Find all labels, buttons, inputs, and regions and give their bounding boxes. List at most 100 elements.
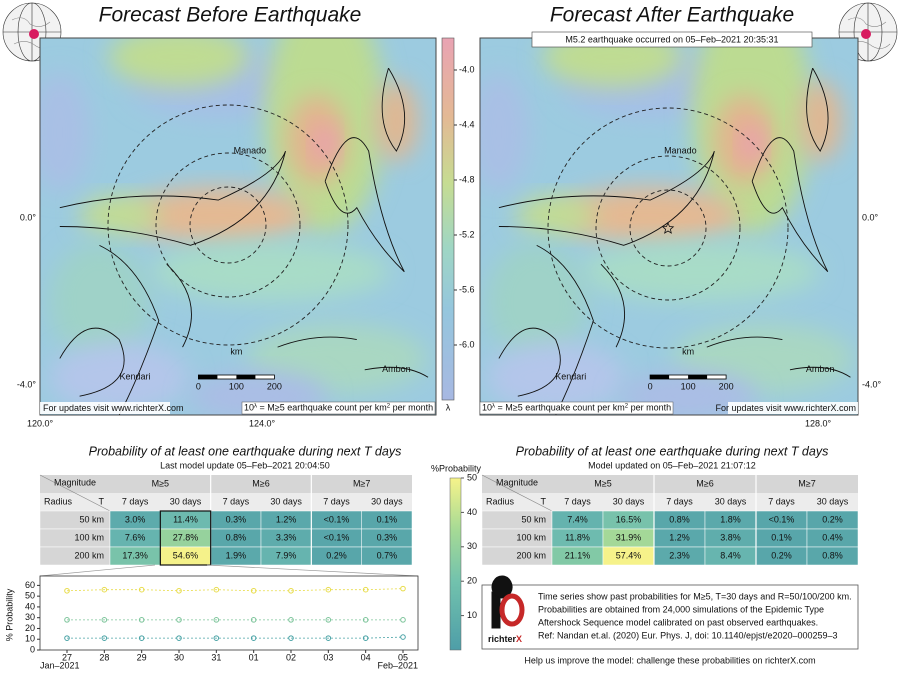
- table-header: M≥5: [152, 478, 169, 488]
- table-subheader: 7 days: [122, 496, 149, 506]
- series-point: [138, 635, 145, 641]
- legend-note-part: = M≥5 earthquake count per km: [495, 403, 625, 413]
- rate-field: [480, 72, 529, 193]
- prob-value: 11.4%: [173, 514, 198, 524]
- prob-value: 8.4%: [720, 550, 741, 560]
- series-point: [362, 617, 369, 623]
- y-tick-label: 50: [25, 591, 35, 601]
- note-box: [241, 401, 436, 415]
- colorbar-tick-label: -4.8: [459, 174, 475, 184]
- x-tick-label: 04: [361, 652, 371, 662]
- table-subheader: 7 days: [564, 496, 591, 506]
- prob-value: 3.8%: [720, 532, 741, 542]
- info-line: Aftershock Sequence model calibrated on …: [538, 617, 818, 627]
- header-bg: [482, 493, 858, 511]
- radius-ring: [107, 104, 349, 346]
- series-point: [325, 617, 332, 623]
- prob-tick-label: 20: [467, 576, 477, 586]
- epicenter-star: [661, 221, 675, 234]
- series-point: [288, 587, 294, 594]
- table-header: M≥7: [353, 478, 370, 488]
- x-tick-label: 01: [249, 652, 259, 662]
- rate-field: [79, 195, 160, 236]
- series-point: [250, 635, 257, 641]
- place-label: Kendari: [555, 372, 586, 382]
- series-point: [400, 585, 406, 592]
- prob-value: 57.4%: [616, 550, 642, 560]
- prob-value: <0.1%: [769, 514, 795, 524]
- legend-note-part: per month: [628, 403, 671, 413]
- prob-value: 0.2%: [822, 514, 843, 524]
- series-point: [213, 635, 220, 641]
- lon-label: 128.0°: [805, 418, 832, 428]
- table-subheader: 30 days: [613, 496, 645, 506]
- series-line: [67, 636, 404, 639]
- row-label: 100 km: [74, 532, 104, 542]
- colorbar-tick-label: -5.2: [459, 229, 475, 239]
- table-subheader: T: [99, 496, 105, 506]
- logo-part: richter: [488, 634, 517, 644]
- legend-note-part: 10: [482, 403, 492, 413]
- table-subheader: Radius: [486, 496, 515, 506]
- prob-value: 3.0%: [125, 514, 146, 524]
- prob-value: 16.5%: [616, 514, 642, 524]
- note-box: [479, 401, 674, 415]
- prob-value: 11.8%: [565, 532, 590, 542]
- row-label: 200 km: [74, 550, 104, 560]
- scale-tick: 0: [648, 381, 653, 391]
- coastline: [324, 137, 405, 273]
- header-bg: [482, 475, 858, 493]
- colorbar-tick-label: -4.0: [459, 64, 475, 74]
- prob-tick-label: 30: [467, 541, 477, 551]
- prob-colorbar-label: %Probability: [431, 463, 482, 473]
- legend-note-part: λ: [492, 403, 495, 409]
- legend-note-part: per month: [390, 403, 433, 413]
- series-point: [176, 617, 182, 623]
- table-subheader: Radius: [44, 496, 73, 506]
- table-header: M≥5: [594, 478, 611, 488]
- rate-colorbar: [441, 37, 455, 401]
- table-subheader: 30 days: [817, 496, 849, 506]
- connector: [206, 564, 419, 577]
- place-label: Ambon: [806, 364, 835, 374]
- table-subheader: 7 days: [223, 496, 250, 506]
- row-label: 100 km: [516, 532, 546, 542]
- table-subheader: T: [541, 496, 547, 506]
- lat-label: -4.0°: [17, 379, 37, 389]
- prob-value: 0.2%: [771, 550, 792, 560]
- rate-field: [485, 342, 626, 413]
- y-tick-label: 0: [30, 644, 35, 654]
- prob-cell: [361, 546, 413, 566]
- series-point: [176, 587, 182, 594]
- lon-label: 124.0°: [249, 418, 276, 428]
- prob-value: 0.7%: [377, 550, 398, 560]
- coastline: [59, 150, 286, 246]
- logo-part: X: [516, 634, 522, 644]
- legend-note-part: = M≥5 earthquake count per km: [257, 403, 387, 413]
- x-tick-label: 05: [398, 652, 408, 662]
- table-header: Magnitude: [54, 477, 96, 487]
- colorbar-tick-label: -5.6: [459, 284, 475, 294]
- rate-field: [560, 187, 741, 244]
- rate-field: [149, 241, 390, 302]
- prob-tick-label: 50: [467, 472, 477, 482]
- prob-value: 0.2%: [326, 550, 347, 560]
- prob-value: 7.4%: [567, 514, 588, 524]
- prob-tick-label: 40: [467, 507, 477, 517]
- series-point: [138, 617, 145, 623]
- scale-tick: 0: [196, 381, 201, 391]
- radius-ring: [595, 155, 741, 301]
- place-label: Manado: [664, 145, 697, 155]
- coastline: [59, 327, 125, 397]
- prob-value: 0.8%: [226, 532, 247, 542]
- maps: Forecast Before Earthquake Manado Kendari A…: [17, 4, 882, 429]
- prob-value: 27.8%: [173, 532, 199, 542]
- y-tick-label: 60: [25, 580, 35, 590]
- rate-field: [49, 241, 150, 362]
- series-point: [64, 587, 70, 594]
- rate-field: [486, 241, 587, 362]
- x-tick-label: 03: [323, 652, 333, 662]
- coastline: [498, 327, 561, 397]
- legend-note: 10λ = M≥5 earthquake count per km2 per m…: [482, 403, 671, 413]
- rate-field: [108, 38, 249, 87]
